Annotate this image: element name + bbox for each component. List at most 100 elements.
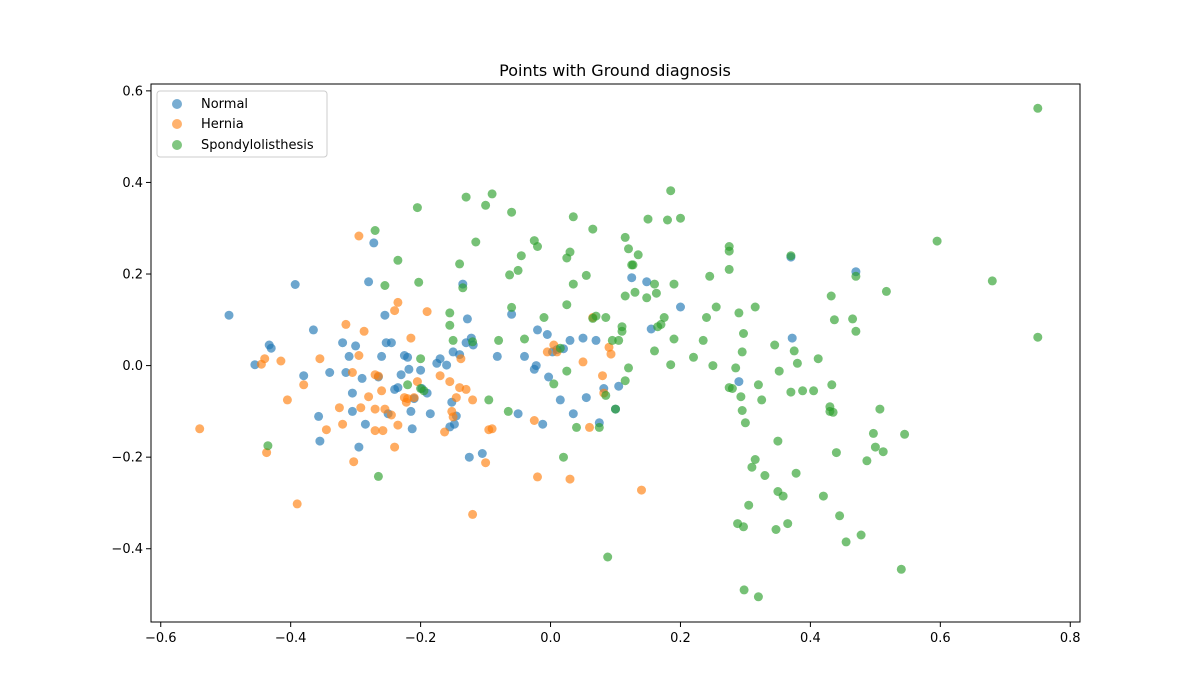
data-point	[827, 380, 837, 390]
legend-marker-normal	[172, 99, 182, 109]
data-point	[594, 422, 604, 432]
data-point	[370, 426, 380, 436]
data-point	[386, 410, 396, 420]
axes: −0.6 −0.4 −0.2 0.0 0.2 0.4 0.6 0.8 −0.4 −0.2 0.0 0.…	[111, 83, 1081, 646]
data-point	[315, 354, 325, 364]
data-point	[744, 500, 754, 510]
data-point	[507, 309, 517, 319]
data-point	[740, 418, 750, 428]
data-point	[562, 300, 572, 310]
x-tick-label: 0.2	[670, 631, 691, 646]
data-point	[633, 250, 643, 260]
data-point	[669, 334, 679, 344]
data-point	[789, 346, 799, 356]
data-point	[698, 335, 708, 345]
data-point	[642, 293, 652, 303]
data-point	[455, 259, 465, 269]
data-point	[529, 416, 539, 425]
data-point	[603, 552, 613, 562]
data-point	[747, 462, 757, 472]
data-point	[757, 395, 767, 405]
data-point	[875, 404, 885, 414]
data-point	[407, 424, 417, 434]
data-point	[896, 564, 906, 574]
data-point	[731, 363, 741, 373]
data-point	[507, 302, 517, 312]
data-point	[627, 273, 637, 283]
data-point	[1033, 332, 1043, 342]
data-point	[321, 425, 331, 435]
data-point	[354, 231, 364, 241]
data-point	[458, 283, 468, 293]
data-point	[848, 314, 858, 324]
data-point	[702, 313, 711, 322]
data-point	[250, 360, 260, 370]
data-point	[393, 420, 403, 430]
y-tick-label: 0.2	[122, 268, 143, 283]
data-point	[786, 387, 796, 397]
data-point	[373, 371, 383, 381]
data-point	[651, 288, 661, 298]
data-point	[932, 236, 942, 246]
data-point	[347, 388, 357, 398]
data-point	[614, 381, 624, 391]
data-point	[520, 334, 529, 344]
data-point	[406, 406, 416, 416]
data-point	[533, 472, 542, 482]
data-point	[786, 251, 796, 261]
data-point	[435, 354, 445, 364]
data-point	[669, 279, 679, 289]
data-point	[341, 368, 351, 377]
data-point	[581, 270, 591, 280]
data-point	[617, 326, 627, 336]
data-point	[813, 354, 823, 364]
data-point	[344, 351, 354, 361]
legend-label-hernia: Hernia	[201, 117, 244, 132]
data-point	[503, 406, 513, 416]
data-point	[809, 386, 819, 396]
y-tick-label: 0.4	[122, 176, 143, 191]
data-point	[356, 403, 366, 413]
data-point	[607, 335, 617, 345]
data-point	[601, 313, 611, 322]
data-point	[835, 511, 845, 521]
data-point	[351, 341, 361, 351]
data-point	[505, 270, 515, 280]
data-point	[736, 392, 746, 402]
legend-marker-spondylolisthesis	[172, 140, 182, 150]
data-point	[568, 212, 578, 222]
data-point	[468, 337, 478, 347]
data-point	[792, 358, 802, 368]
data-point	[771, 525, 781, 534]
data-point	[377, 351, 387, 361]
data-point	[568, 409, 578, 419]
data-point	[354, 442, 364, 452]
data-point	[750, 302, 760, 312]
data-point	[559, 452, 568, 462]
data-point	[414, 277, 424, 287]
data-point	[614, 335, 624, 345]
data-point	[724, 264, 734, 274]
data-point	[1033, 103, 1043, 113]
data-point	[290, 280, 300, 289]
data-point	[831, 448, 841, 458]
data-point	[386, 338, 396, 348]
data-point	[676, 302, 685, 312]
data-point	[487, 189, 497, 199]
data-point	[341, 319, 351, 329]
data-point	[734, 308, 744, 318]
legend-marker-hernia	[172, 119, 182, 129]
data-point	[878, 447, 888, 457]
data-point	[347, 406, 357, 416]
data-point	[359, 326, 369, 336]
x-tick-label: −0.2	[405, 631, 437, 646]
x-tick-label: −0.6	[145, 631, 177, 646]
data-point	[642, 277, 652, 287]
data-point	[770, 340, 780, 350]
data-point	[862, 456, 872, 466]
data-point	[338, 419, 348, 429]
data-point	[378, 426, 388, 436]
data-point	[598, 371, 607, 381]
data-point	[578, 333, 588, 343]
data-point	[462, 314, 472, 324]
